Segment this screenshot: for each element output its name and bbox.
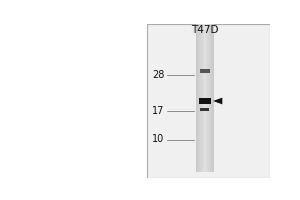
Text: 10: 10 [152, 134, 164, 144]
Text: 28: 28 [152, 70, 164, 80]
Bar [203, 24, 204, 172]
Bar [210, 24, 211, 172]
Bar [201, 24, 202, 172]
Bar [200, 69, 210, 73]
Bar [209, 24, 210, 172]
Text: 17: 17 [152, 106, 164, 116]
Bar [206, 24, 207, 172]
Bar [200, 24, 201, 172]
Bar [209, 24, 210, 172]
Polygon shape [213, 98, 222, 104]
Bar [213, 24, 214, 172]
Bar [200, 108, 209, 111]
Bar [199, 24, 200, 172]
Bar [197, 24, 198, 172]
Bar [208, 24, 209, 172]
Bar [199, 98, 211, 104]
Bar [202, 24, 203, 172]
Bar [196, 24, 197, 172]
Text: T47D: T47D [191, 25, 219, 35]
Bar [207, 24, 208, 172]
Bar [147, 24, 270, 178]
Bar [212, 24, 213, 172]
Bar [205, 24, 206, 172]
Bar [198, 24, 199, 172]
Bar [202, 24, 203, 172]
Bar [196, 24, 197, 172]
Bar [204, 24, 205, 172]
